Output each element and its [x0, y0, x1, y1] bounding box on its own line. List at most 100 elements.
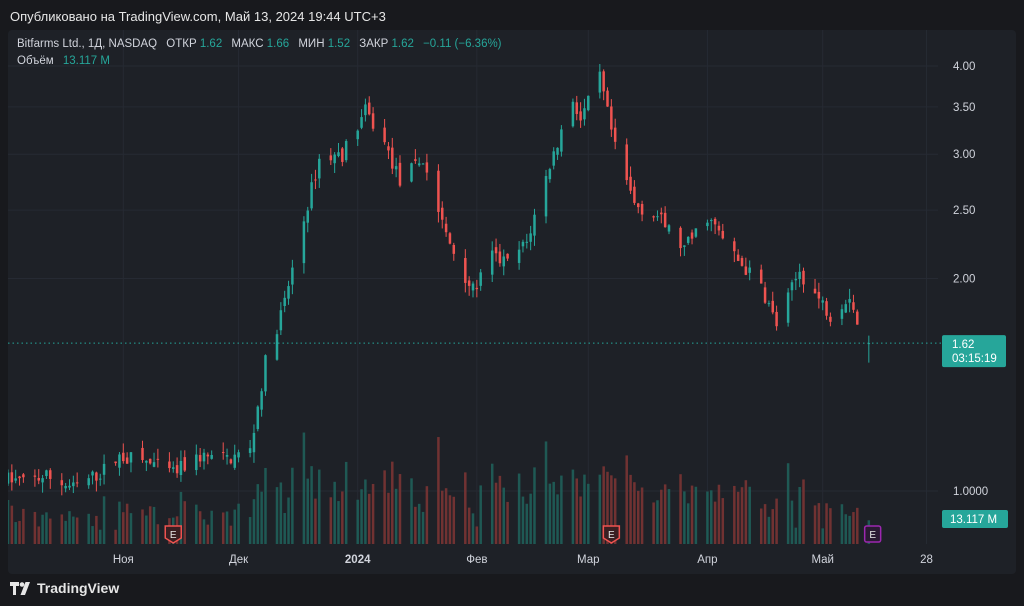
candle-body[interactable]: [129, 452, 133, 463]
candle-body[interactable]: [314, 179, 317, 181]
time-tick-label[interactable]: 28: [920, 554, 933, 566]
candle-body[interactable]: [744, 266, 748, 275]
candle-body[interactable]: [694, 228, 698, 237]
candle-body[interactable]: [168, 461, 171, 469]
candle-body[interactable]: [652, 216, 655, 218]
candle-body[interactable]: [195, 454, 198, 471]
candle-body[interactable]: [640, 203, 644, 215]
candle-body[interactable]: [206, 454, 210, 457]
candle-body[interactable]: [229, 459, 233, 464]
candle-body[interactable]: [102, 463, 106, 475]
candle-body[interactable]: [421, 163, 425, 165]
candle-body[interactable]: [548, 169, 552, 180]
candle-body[interactable]: [471, 283, 475, 291]
candles[interactable]: [8, 64, 871, 496]
candlestick-chart[interactable]: E E E 4.00 3.50 3.00 2.50 2.00 1.0000 Ноя Дек 202…: [8, 30, 1016, 574]
earnings-marker-box[interactable]: [602, 525, 621, 544]
time-tick-label[interactable]: Мар: [577, 554, 600, 566]
candle-body[interactable]: [575, 102, 579, 114]
candle-body[interactable]: [437, 170, 440, 212]
candle-body[interactable]: [533, 214, 536, 236]
candle-body[interactable]: [767, 303, 771, 305]
candle-body[interactable]: [775, 311, 778, 327]
candle-body[interactable]: [587, 95, 590, 111]
candle-body[interactable]: [310, 182, 313, 209]
candle-body[interactable]: [8, 472, 10, 484]
candle-body[interactable]: [636, 203, 640, 208]
candle-body[interactable]: [583, 108, 586, 120]
candle-body[interactable]: [118, 454, 121, 468]
price-tick-label[interactable]: 2.00: [953, 274, 975, 286]
candle-body[interactable]: [264, 355, 267, 392]
candle-body[interactable]: [690, 232, 694, 239]
candle-body[interactable]: [521, 241, 525, 247]
candle-body[interactable]: [256, 406, 260, 430]
candle-body[interactable]: [233, 454, 236, 468]
candle-body[interactable]: [475, 287, 479, 290]
candle-body[interactable]: [75, 482, 79, 484]
candle-body[interactable]: [721, 230, 725, 239]
candle-body[interactable]: [145, 460, 148, 463]
candle-body[interactable]: [252, 432, 256, 453]
candle-body[interactable]: [14, 478, 17, 481]
candle-body[interactable]: [179, 460, 183, 476]
candle-body[interactable]: [625, 144, 628, 181]
candle-body[interactable]: [686, 236, 690, 243]
candle-body[interactable]: [225, 455, 229, 457]
chart-panel[interactable]: E E E 4.00 3.50 3.00 2.50 2.00 1.0000 Ноя Дек 202…: [8, 30, 1016, 574]
candle-body[interactable]: [679, 227, 682, 249]
candle-body[interactable]: [341, 148, 344, 162]
candle-body[interactable]: [18, 476, 21, 479]
price-tick-label[interactable]: 1.0000: [953, 486, 988, 498]
candle-body[interactable]: [633, 186, 636, 203]
candle-body[interactable]: [736, 254, 740, 261]
candle-body[interactable]: [183, 457, 187, 471]
candle-body[interactable]: [498, 251, 502, 264]
candle-body[interactable]: [613, 127, 617, 142]
candle-body[interactable]: [141, 447, 144, 460]
price-tick-label[interactable]: 3.00: [953, 149, 975, 161]
candle-body[interactable]: [364, 104, 367, 116]
candle-body[interactable]: [733, 241, 736, 252]
candle-body[interactable]: [202, 452, 206, 462]
candle-body[interactable]: [383, 127, 386, 143]
candle-body[interactable]: [87, 478, 90, 486]
candle-body[interactable]: [763, 287, 767, 303]
candle-body[interactable]: [287, 286, 290, 299]
candle-body[interactable]: [813, 288, 817, 294]
candle-body[interactable]: [660, 212, 663, 215]
earnings-marker-label[interactable]: E: [170, 530, 177, 541]
price-tick-label[interactable]: 2.50: [953, 205, 975, 217]
candle-body[interactable]: [60, 480, 64, 486]
candle-body[interactable]: [387, 146, 390, 151]
candle-body[interactable]: [848, 299, 851, 303]
time-tick-label[interactable]: 2024: [345, 554, 371, 566]
candle-body[interactable]: [821, 300, 824, 303]
candle-body[interactable]: [356, 130, 359, 140]
candle-body[interactable]: [318, 158, 321, 179]
price-axis[interactable]: 4.00 3.50 3.00 2.50 2.00 1.0000: [953, 61, 988, 498]
candle-body[interactable]: [45, 470, 48, 477]
candle-body[interactable]: [525, 241, 529, 243]
candle-body[interactable]: [68, 485, 71, 488]
price-tick-label[interactable]: 3.50: [953, 102, 975, 114]
candle-body[interactable]: [221, 452, 225, 454]
candle-body[interactable]: [844, 304, 848, 313]
candle-body[interactable]: [329, 155, 333, 161]
candle-body[interactable]: [237, 452, 240, 458]
candle-body[interactable]: [125, 457, 129, 464]
candle-body[interactable]: [571, 101, 575, 127]
earnings-marker-label[interactable]: E: [869, 530, 876, 541]
candle-body[interactable]: [425, 162, 429, 173]
candle-body[interactable]: [713, 218, 717, 225]
price-tick-label[interactable]: 4.00: [953, 61, 975, 73]
candle-body[interactable]: [175, 465, 179, 474]
candle-body[interactable]: [717, 225, 721, 231]
time-tick-label[interactable]: Дек: [229, 554, 249, 566]
candle-body[interactable]: [556, 147, 559, 155]
candle-body[interactable]: [91, 471, 94, 476]
candle-body[interactable]: [560, 129, 563, 152]
candle-body[interactable]: [152, 462, 156, 467]
candle-body[interactable]: [602, 71, 605, 92]
candle-body[interactable]: [72, 482, 75, 487]
